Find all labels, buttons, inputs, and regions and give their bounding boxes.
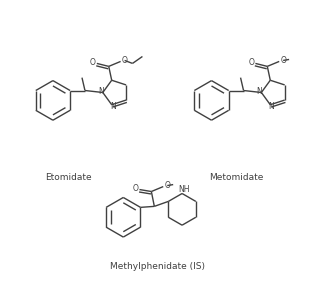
Text: N: N <box>256 87 262 96</box>
Text: N: N <box>268 102 274 111</box>
Text: O: O <box>249 58 254 67</box>
Text: O: O <box>164 181 170 190</box>
Text: Etomidate: Etomidate <box>46 173 92 182</box>
Text: N: N <box>110 102 115 111</box>
Text: O: O <box>133 184 139 193</box>
Text: O: O <box>280 56 286 65</box>
Text: O: O <box>90 58 96 67</box>
Text: Metomidate: Metomidate <box>209 173 263 182</box>
Text: Methylphenidate (IS): Methylphenidate (IS) <box>110 262 206 271</box>
Text: O: O <box>122 56 128 65</box>
Text: NH: NH <box>178 185 190 194</box>
Text: N: N <box>98 87 104 96</box>
